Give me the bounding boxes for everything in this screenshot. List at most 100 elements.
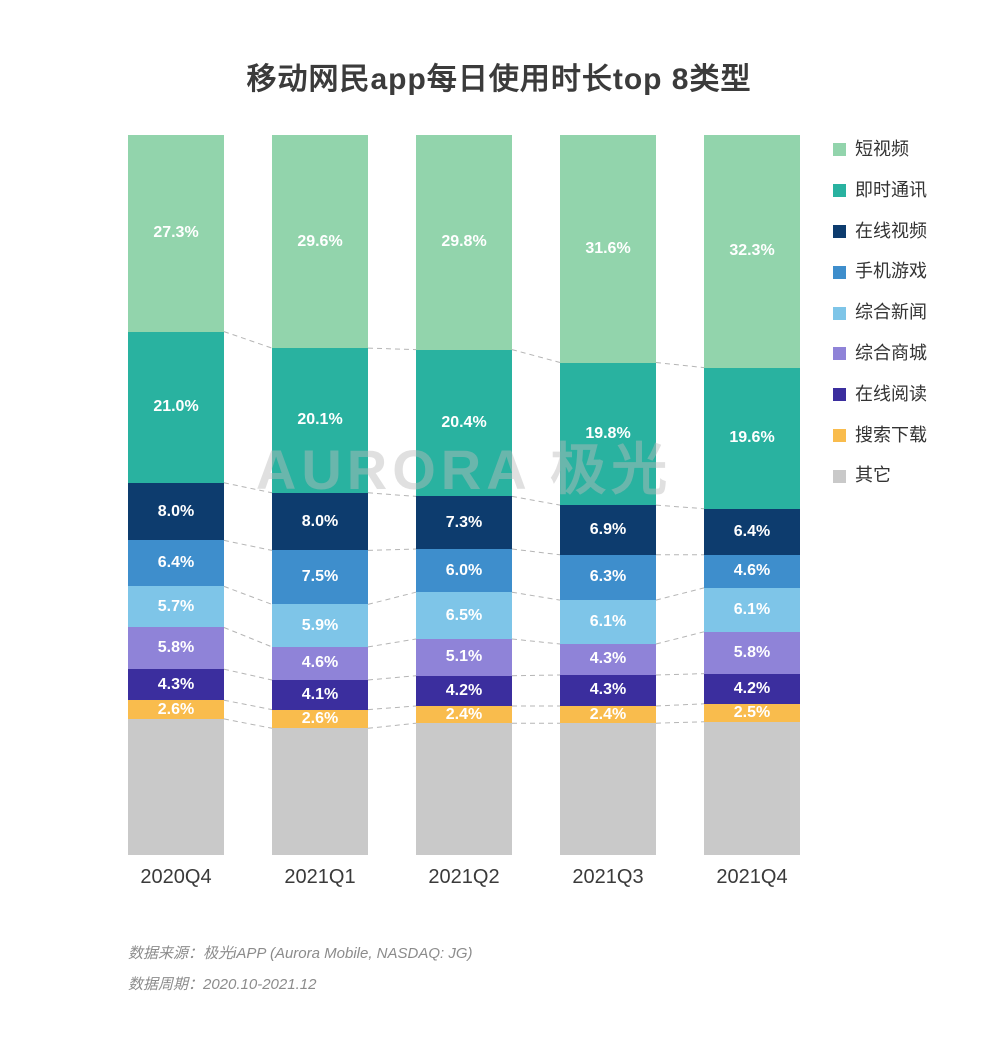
legend: 短视频 即时通讯 在线视频 手机游戏 综合新闻 综合商城 在线阅读 搜索下载 其它 bbox=[833, 139, 927, 507]
legend-label: 在线阅读 bbox=[855, 383, 927, 404]
segment-value-label: 4.6% bbox=[733, 562, 771, 580]
x-axis-label: 2020Q4 bbox=[140, 866, 212, 888]
segment-在线阅读: 4.2% bbox=[704, 673, 800, 704]
x-axis-label: 2021Q2 bbox=[428, 866, 500, 888]
segment-value-label: 19.6% bbox=[729, 429, 775, 447]
segment-手机游戏: 7.5% bbox=[272, 550, 368, 605]
bar-2021Q2: 29.8% 20.4% 7.3% 6.0% 6.5% 5.1% 4.2% 2.4% bbox=[416, 135, 512, 855]
segment-value-label: 8.0% bbox=[301, 512, 339, 530]
segment-综合新闻: 5.9% bbox=[272, 604, 368, 647]
segment-value-label: 2.4% bbox=[589, 705, 627, 723]
x-axis-label: 2021Q1 bbox=[284, 866, 356, 888]
x-axis-label: 2021Q3 bbox=[572, 866, 644, 888]
segment-value-label: 6.1% bbox=[733, 600, 771, 618]
segment-在线视频: 6.9% bbox=[560, 505, 656, 555]
x-axis-label: 2021Q4 bbox=[716, 866, 788, 888]
segment-其它 bbox=[560, 723, 656, 855]
legend-label: 即时通讯 bbox=[855, 179, 927, 200]
segment-value-label: 19.8% bbox=[585, 424, 631, 442]
segment-value-label: 6.4% bbox=[733, 522, 771, 540]
segment-在线视频: 6.4% bbox=[704, 508, 800, 555]
segment-value-label: 32.3% bbox=[729, 242, 775, 260]
segment-value-label: 27.3% bbox=[153, 224, 199, 242]
segment-value-label: 2.4% bbox=[445, 705, 483, 723]
segment-value-label: 5.8% bbox=[157, 639, 195, 657]
segment-综合商城: 5.8% bbox=[704, 631, 800, 674]
segment-综合新闻: 6.1% bbox=[704, 587, 800, 632]
legend-item-在线阅读: 在线阅读 bbox=[833, 383, 927, 405]
segment-搜索下载: 2.4% bbox=[416, 705, 512, 724]
bar-2020Q4: 27.3% 21.0% 8.0% 6.4% 5.7% 5.8% 4.3% 2.6% bbox=[128, 135, 224, 855]
segment-value-label: 20.4% bbox=[441, 413, 487, 431]
legend-swatch bbox=[833, 469, 846, 483]
segment-搜索下载: 2.5% bbox=[704, 703, 800, 722]
legend-item-搜索下载: 搜索下载 bbox=[833, 425, 927, 446]
chart-title: 移动网民app每日使用时长top 8类型 bbox=[246, 63, 752, 96]
segment-value-label: 2.6% bbox=[157, 700, 195, 718]
segment-短视频: 29.6% bbox=[272, 135, 368, 349]
segment-即时通讯: 19.6% bbox=[704, 367, 800, 509]
segment-在线阅读: 4.1% bbox=[272, 680, 368, 710]
segment-value-label: 7.5% bbox=[301, 568, 339, 586]
segment-即时通讯: 19.8% bbox=[560, 362, 656, 506]
legend-label: 短视频 bbox=[855, 139, 909, 159]
legend-swatch bbox=[833, 184, 846, 198]
bar-2021Q1: 29.6% 20.1% 8.0% 7.5% 5.9% 4.6% 4.1% 2.6% bbox=[272, 135, 368, 855]
segment-value-label: 8.0% bbox=[157, 502, 195, 520]
plot-area: AURORA 极光 27.3% 21.0% 8.0% 6.4% 5.7% 5.8% 4.3%… bbox=[128, 135, 800, 855]
segment-value-label: 4.3% bbox=[157, 675, 195, 693]
segment-value-label: 6.3% bbox=[589, 568, 627, 586]
segment-value-label: 5.9% bbox=[301, 616, 339, 634]
segment-value-label: 5.1% bbox=[445, 648, 483, 666]
legend-label: 综合新闻 bbox=[855, 302, 927, 323]
segment-短视频: 27.3% bbox=[128, 135, 224, 332]
legend-swatch bbox=[833, 306, 846, 320]
segment-value-label: 6.5% bbox=[445, 606, 483, 624]
segment-其它 bbox=[416, 723, 512, 855]
segment-value-label: 6.9% bbox=[589, 520, 627, 538]
legend-swatch bbox=[833, 265, 846, 279]
segment-即时通讯: 20.4% bbox=[416, 349, 512, 497]
segment-在线视频: 7.3% bbox=[416, 496, 512, 549]
segment-综合新闻: 6.1% bbox=[560, 600, 656, 644]
segment-value-label: 29.6% bbox=[297, 232, 343, 250]
x-axis: 2020Q4 2021Q1 2021Q2 2021Q3 2021Q4 bbox=[128, 866, 800, 894]
segment-即时通讯: 20.1% bbox=[272, 348, 368, 493]
segment-value-label: 7.3% bbox=[445, 513, 483, 531]
segment-搜索下载: 2.4% bbox=[560, 705, 656, 724]
data-period-line: 数据周期：2020.10-2021.12 bbox=[128, 976, 317, 993]
segment-即时通讯: 21.0% bbox=[128, 331, 224, 483]
legend-label: 在线视频 bbox=[855, 220, 927, 241]
segment-短视频: 29.8% bbox=[416, 135, 512, 350]
bar-2021Q4: 32.3% 19.6% 6.4% 4.6% 6.1% 5.8% 4.2% 2.5% bbox=[704, 135, 800, 855]
legend-swatch bbox=[833, 224, 846, 238]
segment-手机游戏: 6.3% bbox=[560, 554, 656, 601]
bar-2021Q3: 31.6% 19.8% 6.9% 6.3% 6.1% 4.3% 4.3% 2.4% bbox=[560, 135, 656, 855]
legend-item-短视频: 短视频 bbox=[833, 139, 927, 160]
segment-connector-lines bbox=[223, 331, 705, 729]
segment-手机游戏: 6.0% bbox=[416, 548, 512, 593]
segment-value-label: 2.6% bbox=[301, 709, 339, 727]
segment-综合商城: 4.6% bbox=[272, 646, 368, 680]
segment-其它 bbox=[704, 721, 800, 855]
legend-label: 综合商城 bbox=[855, 342, 927, 363]
segment-value-label: 4.1% bbox=[301, 685, 339, 703]
segment-value-label: 2.5% bbox=[733, 703, 771, 721]
segment-综合商城: 5.8% bbox=[128, 627, 224, 670]
segment-value-label: 5.7% bbox=[157, 597, 195, 615]
segment-综合新闻: 6.5% bbox=[416, 592, 512, 639]
data-source-line: 数据来源：极光iAPP (Aurora Mobile, NASDAQ: JG) bbox=[128, 945, 473, 962]
segment-value-label: 4.2% bbox=[445, 681, 483, 699]
segment-在线阅读: 4.3% bbox=[128, 669, 224, 701]
segment-综合新闻: 5.7% bbox=[128, 586, 224, 628]
legend-swatch bbox=[833, 388, 846, 402]
legend-swatch bbox=[833, 428, 846, 442]
segment-在线视频: 8.0% bbox=[128, 482, 224, 541]
segment-value-label: 31.6% bbox=[585, 239, 631, 257]
legend-item-综合新闻: 综合新闻 bbox=[833, 302, 927, 323]
segment-手机游戏: 6.4% bbox=[128, 540, 224, 587]
legend-label: 其它 bbox=[855, 465, 891, 486]
legend-item-综合商城: 综合商城 bbox=[833, 342, 927, 364]
segment-value-label: 4.3% bbox=[589, 650, 627, 668]
